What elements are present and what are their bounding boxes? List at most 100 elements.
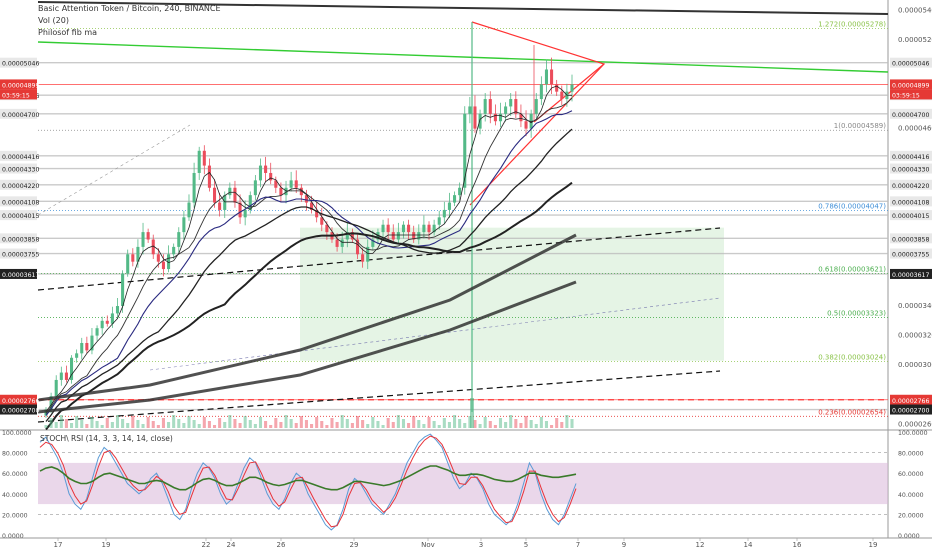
candle-body-62 xyxy=(361,254,365,262)
volume-bar-78 xyxy=(442,418,446,428)
candle-body-77 xyxy=(437,217,441,225)
volume-bar-24 xyxy=(167,422,171,428)
ma-100 xyxy=(37,233,577,402)
volume-bar-45 xyxy=(274,418,278,428)
left-price-tag-bg-9 xyxy=(0,233,37,244)
candle-body-44 xyxy=(269,172,273,181)
left-price-tag-4: 0.00004416 xyxy=(2,154,39,161)
stoch-right-tick-1: 80.0000 xyxy=(898,451,924,458)
right-price-tag-6: 0.00004220 xyxy=(892,183,929,190)
volume-bar-77 xyxy=(437,425,441,428)
candle-body-11 xyxy=(100,320,104,329)
time-tick-14: 19 xyxy=(869,541,878,549)
volume-bar-18 xyxy=(136,420,140,428)
rsi-line xyxy=(39,465,577,491)
volume-bar-44 xyxy=(269,425,273,428)
volume-bar-57 xyxy=(335,422,339,428)
candle-body-87 xyxy=(488,99,492,114)
candle-body-59 xyxy=(345,232,349,240)
left-timer: 03:59:15 xyxy=(2,92,30,99)
candle-body-1 xyxy=(49,396,53,410)
volume-bar-71 xyxy=(407,423,411,428)
price-tick-2: 0.00004600 xyxy=(898,125,932,133)
right-price-tag-bg-4 xyxy=(890,150,932,161)
volume-bar-64 xyxy=(371,417,375,428)
candle-body-22 xyxy=(156,254,160,262)
volume-bar-49 xyxy=(294,423,298,428)
candle-body-2 xyxy=(54,379,58,397)
volume-bar-46 xyxy=(279,422,283,428)
right-price-tag-8: 0.00004015 xyxy=(892,213,929,220)
left-price-tag-bg-13 xyxy=(0,404,37,415)
left-price-tag-bg-11 xyxy=(0,268,37,279)
left-price-tag-7: 0.00004108 xyxy=(2,199,39,206)
candle-body-15 xyxy=(121,273,125,307)
volume-bar-52 xyxy=(310,424,314,428)
left-price-tag-bg-4 xyxy=(0,150,37,161)
right-price-tag-4: 0.00004416 xyxy=(892,154,929,161)
volume-bar-8 xyxy=(85,424,89,428)
candle-body-8 xyxy=(85,342,89,351)
candle-body-52 xyxy=(310,202,314,210)
candle-body-60 xyxy=(350,232,354,240)
candle-body-47 xyxy=(284,187,288,196)
volume-bar-61 xyxy=(355,416,360,428)
right-timer: 03:59:15 xyxy=(892,92,920,99)
right-price-tag-bg-8 xyxy=(890,210,932,221)
candle-body-54 xyxy=(320,217,324,225)
time-tick-3: 24 xyxy=(227,541,236,549)
candle-body-10 xyxy=(95,328,99,336)
volume-bar-39 xyxy=(243,416,247,428)
right-price-tag-0: 0.00005046 xyxy=(892,61,929,68)
candle-body-35 xyxy=(223,195,227,210)
candle-body-97 xyxy=(539,84,543,100)
volume-bar-85 xyxy=(478,424,482,428)
volume-bar-89 xyxy=(498,418,503,428)
candle-body-81 xyxy=(458,187,462,196)
candle-body-38 xyxy=(238,202,242,218)
volume-bar-73 xyxy=(417,420,421,428)
right-price-tag-bg-13 xyxy=(890,404,932,415)
green-trendline xyxy=(37,41,889,73)
time-tick-2: 22 xyxy=(202,541,211,549)
candle-body-79 xyxy=(447,202,451,210)
left-price-tag-3: 0.00004700 xyxy=(2,112,39,119)
stoch-right-tick-3: 40.0000 xyxy=(898,492,924,499)
candle-body-9 xyxy=(90,335,94,351)
volume-bar-3 xyxy=(59,415,63,428)
fib-label-5: 0.382(0.00003024) xyxy=(818,354,886,362)
volume-bar-43 xyxy=(264,421,268,428)
volume-bar-42 xyxy=(258,417,263,428)
right-price-tag-10: 0.00003755 xyxy=(892,252,929,259)
volume-bar-88 xyxy=(493,425,497,428)
candle-body-74 xyxy=(422,224,426,233)
volume-bar-63 xyxy=(366,424,370,428)
right-price-tag-13: 0.00002700 xyxy=(892,408,929,415)
volume-bar-65 xyxy=(376,421,380,428)
candle-body-14 xyxy=(115,306,120,314)
candle-body-3 xyxy=(59,372,63,380)
fib-ma-indicator-label: Philosof fib ma xyxy=(38,28,98,37)
volume-bar-11 xyxy=(100,425,104,428)
right-price-tag-bg-3 xyxy=(890,108,932,119)
time-tick-10: 9 xyxy=(622,541,626,549)
volume-bar-14 xyxy=(115,415,120,428)
volume-bar-99 xyxy=(550,425,554,428)
candle-body-90 xyxy=(504,106,508,114)
volume-bar-100 xyxy=(555,418,559,428)
ma-35 xyxy=(45,181,573,431)
right-price-tag-bg-11 xyxy=(890,268,932,279)
right-price-tag-bg-5 xyxy=(890,163,932,174)
candle-body-53 xyxy=(315,209,319,218)
candle-body-13 xyxy=(110,313,114,324)
left-timer-bg xyxy=(0,89,37,100)
right-price-tag-bg-0 xyxy=(890,57,932,68)
volume-bar-76 xyxy=(432,421,436,428)
volume-bar-79 xyxy=(447,422,451,428)
candle-body-99 xyxy=(550,69,554,85)
ma-fast xyxy=(45,85,573,412)
candle-body-63 xyxy=(366,246,370,262)
volume-bar-102 xyxy=(565,415,569,428)
